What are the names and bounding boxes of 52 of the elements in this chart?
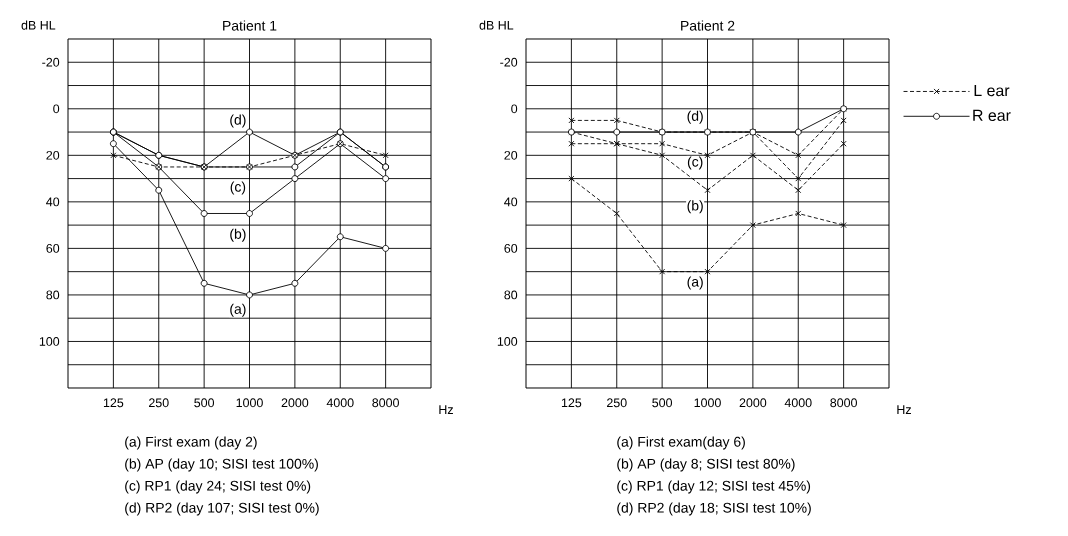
y-axis-title: dB HL [21, 20, 56, 30]
text: (b) AP (day 10; SISI test 100%) [125, 458, 318, 472]
y-tick-label: -20 [42, 57, 60, 67]
annotation: (b) [687, 200, 703, 214]
legend-label: R ear [973, 109, 1011, 121]
chart-title: Patient 1 [223, 20, 277, 31]
y-tick-label: 80 [46, 290, 60, 300]
annotation: (d) [687, 110, 703, 124]
x-axis-title: Hz [439, 405, 453, 414]
y-tick-label: 0 [53, 104, 60, 114]
x-tick-label: 250 [149, 398, 169, 408]
y-tick-label: 60 [504, 243, 518, 253]
y-tick-label: 60 [46, 243, 60, 253]
y-axis-title: dB HL [479, 20, 514, 30]
x-tick-label: 4000 [326, 398, 354, 408]
text: (a) First exam (day 2) [125, 436, 257, 450]
text: (a) First exam(day 6) [617, 436, 745, 450]
x-tick-label: 8000 [830, 398, 857, 408]
x-tick-label: 125 [561, 398, 582, 408]
x-tick-label: 250 [607, 398, 627, 408]
annotation: (a) [230, 303, 246, 317]
text: (c) RP1 (day 24; SISI test 0%) [125, 480, 311, 494]
x-tick-label: 2000 [281, 398, 309, 408]
text: (b) AP (day 8; SISI test 80%) [617, 458, 795, 472]
x-tick-label: 1000 [236, 398, 263, 408]
annotation: (c) [687, 156, 703, 170]
text: (d) RP2 (day 107; SISI test 0%) [125, 502, 319, 516]
x-tick-label: 8000 [372, 398, 399, 408]
chart-title: Patient 2 [681, 20, 735, 31]
legend-label: L ear [974, 85, 1010, 97]
y-tick-label: 80 [504, 290, 518, 300]
annotation: (b) [230, 228, 246, 242]
y-tick-label: 40 [504, 197, 518, 207]
x-tick-label: 500 [194, 398, 215, 408]
annotation: (d) [230, 114, 246, 128]
x-tick-label: 125 [103, 398, 124, 408]
text: (d) RP2 (day 18; SISI test 10%) [617, 502, 811, 516]
y-tick-label: 0 [511, 104, 518, 114]
annotation: (a) [687, 276, 703, 290]
y-tick-label: 100 [39, 337, 60, 346]
text: (c) RP1 (day 12; SISI test 45%) [617, 480, 811, 494]
y-tick-label: 40 [46, 197, 60, 207]
x-tick-label: 2000 [739, 398, 767, 408]
y-tick-label: 100 [497, 337, 518, 346]
x-tick-label: 500 [652, 398, 673, 408]
x-tick-label: 1000 [694, 398, 721, 408]
annotation: (c) [230, 181, 246, 195]
y-tick-label: 20 [504, 150, 518, 160]
y-tick-label: 20 [46, 150, 60, 160]
y-tick-label: -20 [500, 57, 518, 67]
x-axis-title: Hz [897, 405, 911, 414]
x-tick-label: 4000 [784, 398, 812, 408]
